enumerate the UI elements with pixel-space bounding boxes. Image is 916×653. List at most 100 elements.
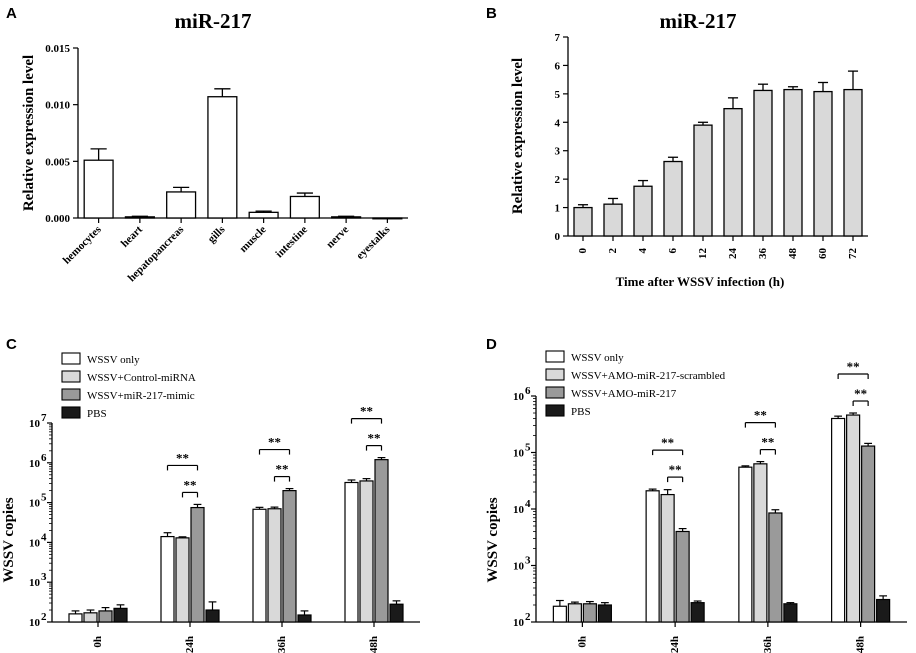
panel-d-legend-swatch	[545, 404, 565, 417]
panel-c-y-tick-exponent: 3	[41, 571, 47, 583]
panel-d-bar	[831, 417, 846, 623]
panel-b-bar	[693, 124, 713, 237]
panel-a-y-tick-label: 0.010	[45, 100, 70, 112]
panel-d-bar	[552, 605, 567, 623]
panel-b-ylabel: Relative expression level	[510, 58, 526, 214]
panel-b-y-tick-label: 1	[555, 203, 561, 215]
panel-d-significance-label: **	[661, 435, 674, 450]
panel-a-category-label: nerve	[324, 224, 351, 251]
panel-d-bar	[768, 512, 783, 623]
panel-d-category-label: 0h	[576, 636, 588, 648]
panel-a-bar	[331, 216, 362, 219]
panel-d-bar	[846, 414, 861, 623]
panel-d-bar	[783, 603, 798, 623]
panel-d-significance-label: **	[847, 359, 860, 374]
panel-a-title: miR-217	[175, 9, 252, 33]
panel-d-bar	[645, 490, 660, 623]
panel-d-category-label: 24h	[669, 636, 681, 653]
panel-c-legend-label: PBS	[87, 408, 107, 420]
panel-d-letter: D	[486, 336, 497, 353]
panel-b-bar	[723, 107, 743, 237]
panel-c-ylabel: WSSV copies	[1, 497, 17, 582]
panel-d-bar	[753, 463, 768, 623]
panel-b-category-label: 72	[847, 248, 859, 260]
panel-d-y-tick-label: 10	[513, 617, 525, 629]
panel-b-bar	[843, 88, 863, 237]
panel-c-category-label: 48h	[368, 636, 380, 653]
panel-d-significance-label: **	[669, 462, 682, 477]
panel-b-category-label: 6	[667, 248, 679, 254]
panel-c-y-tick-label: 10	[29, 458, 41, 470]
panel-a-category-label: gills	[206, 223, 228, 245]
panel-d-y-tick-exponent: 2	[525, 611, 531, 623]
panel-a-category-label: muscle	[237, 224, 268, 255]
panel-a-bar	[83, 159, 114, 219]
panel-b-category-label: 24	[727, 248, 739, 260]
panel-b-xlabel: Time after WSSV infection (h)	[616, 274, 785, 289]
panel-c-legend-label: WSSV+miR-217-mimic	[87, 390, 195, 402]
panel-c-y-tick-label: 10	[29, 577, 41, 589]
panel-b-y-tick-label: 0	[555, 231, 561, 243]
panel-d-y-tick-label: 10	[513, 504, 525, 516]
panel-b-category-label: 48	[787, 248, 799, 260]
panel-b-bar	[663, 160, 683, 237]
panel-d-bar	[660, 493, 675, 623]
panel-c-legend-swatch	[61, 352, 81, 365]
panel-c-bar	[374, 459, 389, 623]
panel-b-category-label: 2	[607, 248, 619, 254]
panel-c-y-tick-exponent: 6	[41, 452, 47, 464]
panel-c-significance-label: **	[184, 477, 197, 492]
panel-c-y-tick-label: 10	[29, 498, 41, 510]
panel-b-category-label: 60	[817, 248, 829, 260]
panel-d-y-tick-exponent: 5	[525, 442, 531, 454]
panel-d-significance-label: **	[754, 408, 767, 423]
panel-b-bar	[783, 88, 803, 237]
panel-d-significance-label: **	[854, 386, 867, 401]
panel-a-y-tick-label: 0.000	[45, 213, 70, 225]
panel-b-title: miR-217	[660, 9, 737, 33]
panel-d-y-tick-label: 10	[513, 561, 525, 573]
panel-a-bar	[124, 216, 155, 219]
panel-c-bar	[389, 603, 404, 623]
panel-c-bar	[297, 614, 312, 623]
panel-b-bar	[603, 203, 623, 237]
panel-d-legend-label: WSSV+AMO-miR-217-scrambled	[571, 370, 726, 382]
panel-c-bar	[98, 610, 113, 623]
panel-a-ylabel: Relative expression level	[21, 55, 37, 211]
panel-b-category-label: 4	[637, 248, 649, 254]
panel-a: A miR-217 Relative expression level 0.00…	[6, 5, 408, 284]
panel-b-y-tick-label: 4	[555, 117, 561, 129]
panel-c-y-tick-label: 10	[29, 617, 41, 629]
panel-b-y-tick-label: 6	[555, 60, 561, 72]
panel-b-y-tick-label: 5	[555, 89, 561, 101]
panel-c-y-tick-exponent: 2	[41, 611, 47, 623]
panel-c-bar	[175, 537, 190, 623]
panel-c-bar	[68, 613, 83, 623]
panel-c-bar	[205, 609, 220, 623]
panel-c-legend-label: WSSV+Control-miRNA	[87, 372, 196, 384]
panel-c-bar	[252, 508, 267, 623]
panel-d-y-tick-exponent: 3	[525, 555, 531, 567]
panel-a-bar	[248, 211, 279, 219]
panel-c-bar	[113, 607, 128, 623]
panel-a-bar	[289, 195, 320, 219]
panel-c-bar	[344, 481, 359, 623]
panel-b-bar	[633, 185, 653, 237]
panel-d-legend-swatch	[545, 368, 565, 381]
panel-b-y-tick-label: 2	[555, 174, 561, 186]
panel-b: B miR-217 Relative expression level Time…	[486, 5, 868, 289]
panel-d-significance-label: **	[761, 435, 774, 450]
panel-d-y-tick-label: 10	[513, 448, 525, 460]
panel-d-legend-swatch	[545, 386, 565, 399]
panel-c-category-label: 36h	[276, 636, 288, 653]
panel-c-category-label: 24h	[184, 636, 196, 653]
panel-a-bar	[166, 191, 197, 219]
panel-b-category-label: 0	[577, 248, 589, 254]
panel-d-bar	[861, 445, 876, 623]
panel-d-legend-swatch	[545, 350, 565, 363]
panel-d-bar	[690, 602, 705, 623]
panel-c-legend-swatch	[61, 370, 81, 383]
panel-c-bar	[282, 490, 297, 623]
panel-b-bar	[573, 206, 593, 237]
